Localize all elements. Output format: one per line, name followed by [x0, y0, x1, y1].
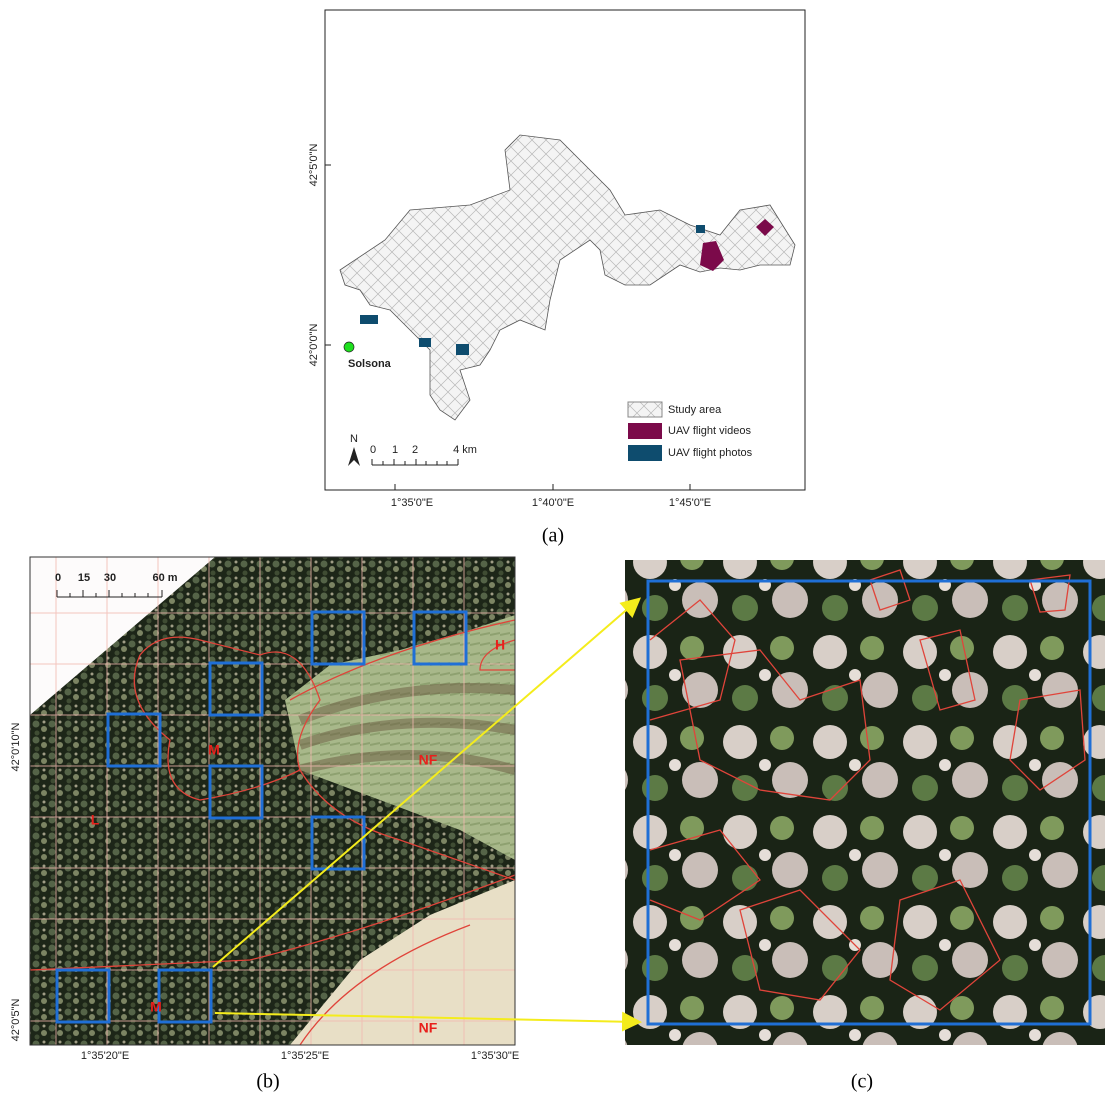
- lon-label: 1°35'25"E: [281, 1050, 329, 1062]
- caption: (a): [542, 525, 564, 547]
- scale-label: 60 m: [152, 572, 177, 584]
- lon-label: 1°35'0"E: [391, 497, 433, 509]
- panel-c: (c): [625, 560, 1105, 1093]
- uav-photo-area: [419, 338, 431, 347]
- lat-label: 42°5'0"N: [308, 144, 320, 187]
- figure: Solsona 42°5'0"N 42°0'0"N 1°35'0"E 1°40'…: [0, 0, 1105, 1100]
- scale-label: 4 km: [453, 444, 477, 456]
- scale-label: 15: [78, 572, 90, 584]
- legend-swatch: [628, 445, 662, 461]
- zone-label: H: [495, 637, 505, 653]
- legend-swatch: [628, 402, 662, 417]
- scale-label: 30: [104, 572, 116, 584]
- lat-label: 42°0'5"N: [10, 999, 22, 1042]
- legend-label: Study area: [668, 404, 722, 416]
- lon-label: 1°35'20"E: [81, 1050, 129, 1062]
- uav-image: [625, 560, 1105, 1045]
- scale-label: 2: [412, 444, 418, 456]
- legend-label: UAV flight photos: [668, 447, 753, 459]
- lon-label: 1°35'30"E: [471, 1050, 519, 1062]
- zone-label: NF: [419, 752, 438, 768]
- town-label: Solsona: [348, 358, 392, 370]
- scale-label: 1: [392, 444, 398, 456]
- panel-b: 0 15 30 60 m H M NF L M NF 42°0'10"N 42°…: [10, 557, 519, 1093]
- panel-a: Solsona 42°5'0"N 42°0'0"N 1°35'0"E 1°40'…: [308, 10, 805, 547]
- lat-label: 42°0'0"N: [308, 324, 320, 367]
- uav-photo-area: [456, 344, 469, 355]
- uav-photo-area: [360, 315, 378, 324]
- zone-label: M: [150, 999, 162, 1015]
- zone-label: M: [208, 742, 220, 758]
- zone-label: L: [91, 812, 100, 828]
- scale-label: 0: [370, 444, 376, 456]
- zone-label: NF: [419, 1020, 438, 1036]
- caption: (c): [851, 1071, 873, 1093]
- lat-label: 42°0'10"N: [10, 722, 22, 771]
- town-marker: [344, 342, 354, 352]
- uav-photo-area: [696, 225, 705, 233]
- legend-swatch: [628, 423, 662, 439]
- scale-label: 0: [55, 572, 61, 584]
- legend-label: UAV flight videos: [668, 425, 751, 437]
- lon-label: 1°45'0"E: [669, 497, 711, 509]
- north-label: N: [350, 433, 358, 445]
- lon-label: 1°40'0"E: [532, 497, 574, 509]
- caption: (b): [256, 1071, 279, 1093]
